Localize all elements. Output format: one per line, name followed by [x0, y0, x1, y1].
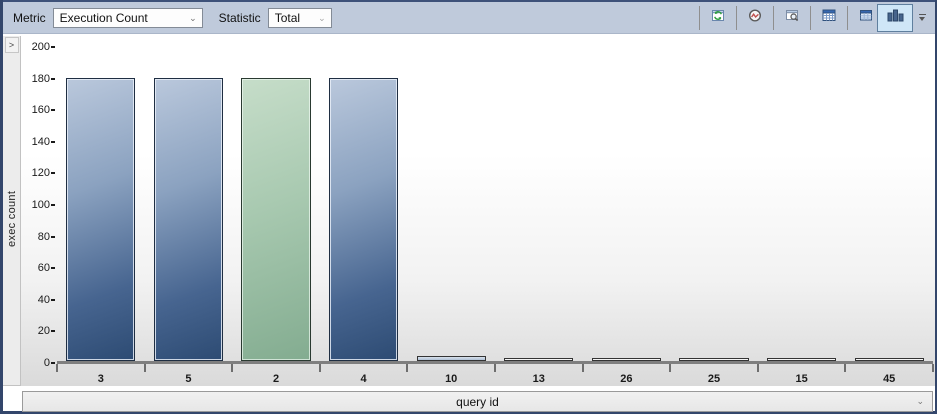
chart-panel: > exec count 0 20 40 60 80 100 120 140 160 180 200…	[3, 34, 935, 412]
bar-query-5[interactable]	[153, 78, 223, 361]
bar-slot	[320, 45, 408, 361]
y-tick-label: 160	[32, 104, 55, 116]
expand-panel-button[interactable]: >	[4, 37, 19, 53]
zoom-window-icon	[784, 7, 800, 28]
chevron-down-icon: ⌄	[916, 396, 924, 406]
refresh-icon	[710, 7, 726, 28]
window-border-left	[0, 0, 3, 414]
zoom-window-button[interactable]	[781, 7, 803, 29]
toolbar-separator	[736, 5, 737, 30]
y-tick-label: 180	[32, 73, 55, 85]
table-view-button[interactable]	[855, 7, 877, 29]
x-axis-tick	[494, 364, 496, 372]
plot-area: 3 5 2 4 10 13 26 25 15 45	[56, 45, 934, 385]
gauge-icon	[747, 7, 763, 28]
x-category-label: 3	[97, 373, 104, 385]
y-axis-title: exec count	[5, 190, 18, 248]
statistic-dropdown-value: Total	[274, 10, 301, 25]
bar-query-3[interactable]	[66, 78, 136, 361]
table-icon	[858, 7, 874, 28]
toolbar: Metric Execution Count ⌄ Statistic Total…	[3, 2, 935, 34]
x-category-label: 5	[185, 373, 192, 385]
bar-chart-icon	[885, 7, 905, 28]
refresh-button[interactable]	[707, 7, 729, 29]
toolbar-separator	[773, 5, 774, 30]
toolbar-separator	[699, 5, 700, 30]
x-axis-tick	[669, 364, 672, 372]
left-axis-strip: > exec count	[3, 36, 21, 386]
statistic-dropdown[interactable]: Total ⌄	[267, 7, 332, 28]
chevron-down-icon	[919, 17, 925, 21]
toolbar-separator	[847, 5, 848, 30]
bar-chart-view-button[interactable]	[877, 3, 913, 32]
chevron-down-icon: ⌄	[318, 12, 326, 23]
y-tick-label: 20	[38, 325, 55, 337]
x-axis-selector-label: query id	[456, 394, 499, 409]
window-border-top	[0, 0, 937, 2]
y-axis: 0 20 40 60 80 100 120 140 160 180 200	[21, 41, 55, 369]
bar-query-26[interactable]	[591, 358, 661, 361]
bar-query-10[interactable]	[416, 356, 486, 361]
x-axis-tick	[844, 364, 847, 372]
bar-slot	[407, 45, 495, 361]
bar-slot	[758, 45, 846, 361]
x-category-label: 4	[360, 373, 367, 385]
bar-query-13[interactable]	[504, 358, 574, 361]
window-border-bottom	[0, 411, 937, 414]
toolbar-separator	[810, 5, 811, 30]
y-tick-label: 120	[32, 167, 55, 179]
toolbar-overflow-button[interactable]	[915, 7, 929, 29]
x-category-label: 13	[532, 373, 545, 385]
y-tick-label: 200	[32, 41, 55, 53]
overflow-icon	[918, 14, 926, 15]
chevron-down-icon: ⌄	[189, 12, 197, 23]
gauge-button[interactable]	[744, 7, 766, 29]
x-axis-tick	[756, 364, 759, 372]
chart-region: 0 20 40 60 80 100 120 140 160 180 200 3 5 2 4 10 13 26 25…	[21, 34, 935, 386]
y-tick-label: 60	[38, 262, 55, 274]
window-border-right	[935, 0, 937, 414]
bar-query-15[interactable]	[767, 358, 837, 361]
bar-slot	[145, 45, 233, 361]
x-category-label: 26	[620, 373, 633, 385]
x-category-label: 15	[795, 373, 808, 385]
x-axis-tick	[143, 364, 146, 372]
x-category-label: 2	[272, 373, 280, 385]
x-axis-tick	[231, 364, 234, 372]
x-axis-tick	[56, 364, 58, 372]
bar-query-25[interactable]	[679, 358, 749, 361]
bar-slot	[232, 45, 320, 361]
x-axis-tick	[318, 364, 321, 372]
y-tick-label: 0	[44, 357, 55, 369]
bar-slot	[670, 45, 758, 361]
bar-slot	[845, 45, 933, 361]
x-axis-tick	[932, 364, 934, 372]
x-axis-selector[interactable]: query id ⌄	[22, 391, 933, 412]
y-tick-label: 80	[38, 231, 55, 243]
metric-dropdown-value: Execution Count	[59, 10, 148, 25]
bar-slot	[583, 45, 671, 361]
bar-query-2[interactable]	[241, 78, 311, 361]
grid-view-button[interactable]	[818, 7, 840, 29]
x-axis-tick	[581, 364, 584, 372]
x-axis-tick	[406, 364, 409, 372]
bar-query-45[interactable]	[854, 358, 924, 361]
bar-slot	[57, 45, 145, 361]
bar-slot	[495, 45, 583, 361]
y-tick-label: 140	[32, 136, 55, 148]
x-category-label: 25	[707, 373, 721, 385]
metric-dropdown[interactable]: Execution Count ⌄	[52, 7, 203, 28]
metric-label: Metric	[13, 10, 46, 25]
bar-query-4[interactable]	[329, 78, 399, 361]
grid-window-icon	[821, 7, 837, 28]
x-category-label: 45	[883, 373, 896, 385]
x-category-label: 10	[445, 373, 458, 385]
y-tick-label: 40	[38, 294, 55, 306]
statistic-label: Statistic	[218, 10, 261, 25]
y-tick-label: 100	[32, 199, 55, 211]
